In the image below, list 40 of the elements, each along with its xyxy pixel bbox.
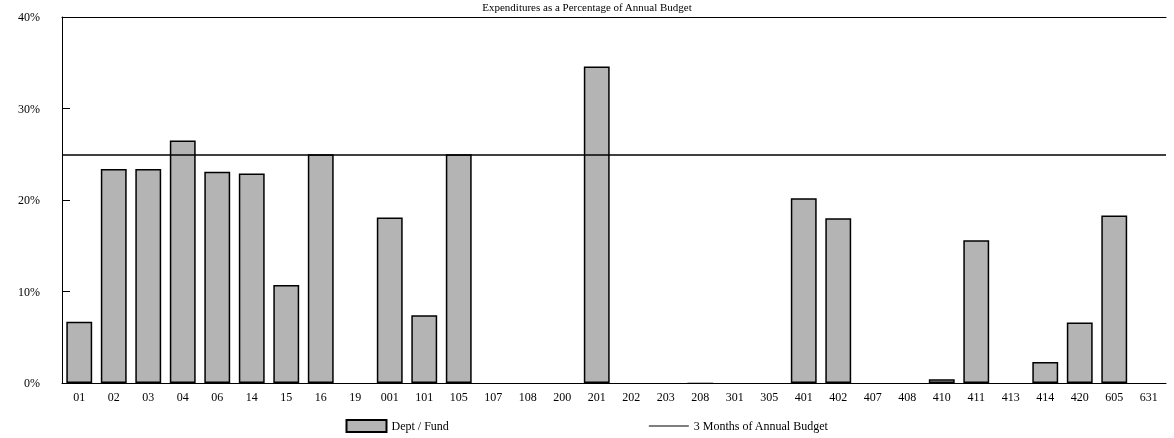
x-tick-label: 101 [415, 390, 434, 404]
x-tick-label: 14 [245, 390, 258, 404]
x-tick-label: 301 [725, 390, 744, 404]
x-tick-label: 108 [518, 390, 537, 404]
x-tick-label: 105 [449, 390, 468, 404]
x-tick-label: 411 [967, 390, 986, 404]
x-tick-label: 408 [898, 390, 917, 404]
x-tick-label: 605 [1105, 390, 1124, 404]
x-tick-label: 201 [587, 390, 606, 404]
x-tick-label: 407 [863, 390, 882, 404]
x-tick-label: 402 [829, 390, 848, 404]
x-tick-label: 19 [349, 390, 362, 404]
legend-label: Dept / Fund [391, 419, 449, 433]
x-tick-label: 410 [932, 390, 951, 404]
x-tick-label: 15 [280, 390, 293, 404]
x-tick-label: 01 [73, 390, 86, 404]
y-tick-label: 0% [24, 376, 40, 390]
x-tick-label: 413 [1001, 390, 1020, 404]
y-tick-label: 40% [18, 10, 40, 24]
x-tick-label: 203 [656, 390, 675, 404]
x-tick-label: 631 [1139, 390, 1158, 404]
chart-title: Expenditures as a Percentage of Annual Budget [482, 0, 692, 13]
x-tick-label: 04 [176, 390, 189, 404]
x-tick-label: 001 [380, 390, 399, 404]
x-tick-label: 305 [760, 390, 779, 404]
x-tick-label: 208 [691, 390, 710, 404]
x-tick-label: 16 [314, 390, 327, 404]
x-tick-label: 420 [1070, 390, 1089, 404]
x-tick-label: 200 [553, 390, 572, 404]
y-tick-label: 10% [18, 284, 40, 299]
x-tick-label: 107 [484, 390, 503, 404]
x-tick-label: 06 [211, 390, 224, 404]
y-tick-label: 30% [18, 101, 40, 116]
x-tick-label: 414 [1036, 390, 1055, 404]
x-tick-label: 401 [794, 390, 813, 404]
legend-label: 3 Months of Annual Budget [693, 419, 829, 433]
y-tick-label: 20% [18, 193, 40, 207]
x-tick-label: 02 [107, 390, 120, 404]
x-tick-label: 03 [142, 390, 155, 404]
x-tick-label: 202 [622, 390, 641, 404]
